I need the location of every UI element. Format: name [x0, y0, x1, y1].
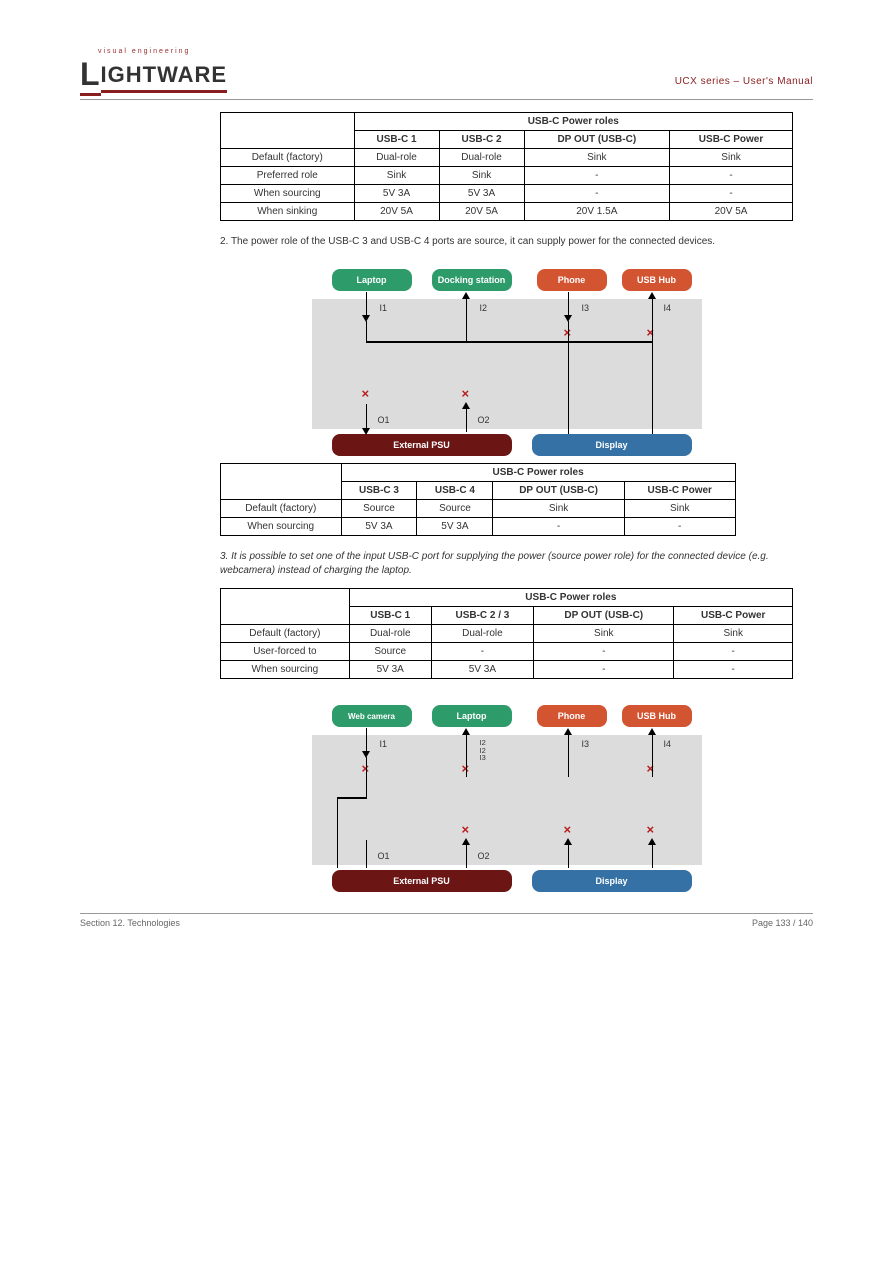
display-node: Display — [532, 870, 692, 892]
arrow-icon — [648, 728, 656, 735]
device-body — [312, 299, 702, 429]
logo-l: L — [80, 56, 101, 96]
table-row: User-forced toSource--- — [221, 643, 793, 661]
table-header: USB-C Power roles — [354, 113, 792, 131]
io-label: I3 — [582, 739, 590, 749]
psu-node: External PSU — [332, 870, 512, 892]
power-roles-table-2: USB-C Power roles USB-C 3 USB-C 4 DP OUT… — [220, 463, 736, 536]
x-mark-icon: × — [564, 822, 572, 837]
arrow-icon — [462, 838, 470, 845]
psu-node: External PSU — [332, 434, 512, 456]
table-row: When sourcing5V 3A5V 3A-- — [221, 661, 793, 679]
webcam-node: Web camera — [332, 705, 412, 727]
power-roles-table-1: USB-C Power roles USB-C 1 USB-C 2 DP OUT… — [220, 112, 793, 221]
x-mark-icon: × — [362, 386, 370, 401]
io-label: I3 — [582, 303, 590, 313]
x-mark-icon: × — [462, 822, 470, 837]
arrow-icon — [362, 428, 370, 435]
footer-divider — [80, 913, 813, 914]
table-row: USB-C Power roles — [221, 113, 793, 131]
phone-node: Phone — [537, 269, 607, 291]
col-header: USB-C 1 — [349, 607, 431, 625]
table-row: USB-C Power roles — [221, 589, 793, 607]
table-header: USB-C Power roles — [341, 464, 735, 482]
header-divider — [80, 99, 813, 100]
io-label: I4 — [664, 303, 672, 313]
table-row: When sourcing5V 3A5V 3A-- — [221, 185, 793, 203]
col-header: USB-C 1 — [354, 131, 439, 149]
footer-section: Section 12. Technologies — [80, 918, 180, 928]
arrow-icon — [462, 402, 470, 409]
display-node: Display — [532, 434, 692, 456]
arrow-icon — [462, 292, 470, 299]
device-body — [312, 735, 702, 865]
io-label: I4 — [664, 739, 672, 749]
col-header: DP OUT (USB-C) — [524, 131, 670, 149]
table-row: When sinking20V 5A20V 5A20V 1.5A20V 5A — [221, 203, 793, 221]
logo: visual engineering LIGHTWARE — [80, 48, 227, 93]
table-row: Default (factory)Dual-roleDual-roleSinkS… — [221, 149, 793, 167]
col-header: USB-C Power — [670, 131, 793, 149]
col-header: DP OUT (USB-C) — [534, 607, 674, 625]
phone-node: Phone — [537, 705, 607, 727]
io-label: O1 — [378, 415, 390, 425]
footer-page: Page 133 / 140 — [752, 918, 813, 928]
arrow-icon — [462, 728, 470, 735]
io-label: I1 — [380, 739, 388, 749]
table-row: Preferred roleSinkSink-- — [221, 167, 793, 185]
doc-title: UCX series – User's Manual — [675, 76, 813, 87]
col-header: USB-C 4 — [417, 482, 493, 500]
table-row: When sourcing5V 3A5V 3A-- — [221, 518, 736, 536]
io-label: I2 — [480, 303, 488, 313]
io-label: I1 — [380, 303, 388, 313]
logo-rest: IGHTWARE — [101, 62, 228, 93]
table-row: Default (factory)SourceSourceSinkSink — [221, 500, 736, 518]
x-mark-icon: × — [462, 386, 470, 401]
col-header: USB-C Power — [674, 607, 793, 625]
io-label: O2 — [478, 851, 490, 861]
laptop-node: Laptop — [432, 705, 512, 727]
io-label: O1 — [378, 851, 390, 861]
col-header: USB-C Power — [624, 482, 735, 500]
diagram-power-flow-1: Laptop Docking station Phone USB Hub Ext… — [292, 259, 722, 449]
col-header: DP OUT (USB-C) — [493, 482, 624, 500]
diagram-power-flow-2: Web camera Laptop Phone USB Hub External… — [292, 695, 722, 885]
laptop-node: Laptop — [332, 269, 412, 291]
arrow-icon — [648, 838, 656, 845]
col-header: USB-C 3 — [341, 482, 417, 500]
col-header: USB-C 2 / 3 — [431, 607, 533, 625]
dock-node: Docking station — [432, 269, 512, 291]
hub-node: USB Hub — [622, 705, 692, 727]
arrow-icon — [564, 728, 572, 735]
col-header: USB-C 2 — [439, 131, 524, 149]
power-roles-table-3: USB-C Power roles USB-C 1 USB-C 2 / 3 DP… — [220, 588, 793, 679]
arrow-icon — [648, 292, 656, 299]
x-mark-icon: × — [647, 822, 655, 837]
hub-node: USB Hub — [622, 269, 692, 291]
table-row: Default (factory)Dual-roleDual-roleSinkS… — [221, 625, 793, 643]
section-2-text: 2. The power role of the USB-C 3 and USB… — [220, 235, 793, 249]
io-label: O2 — [478, 415, 490, 425]
section-3-text: 3. It is possible to set one of the inpu… — [220, 550, 793, 578]
arrow-icon — [564, 838, 572, 845]
table-row: USB-C Power roles — [221, 464, 736, 482]
table-header: USB-C Power roles — [349, 589, 792, 607]
